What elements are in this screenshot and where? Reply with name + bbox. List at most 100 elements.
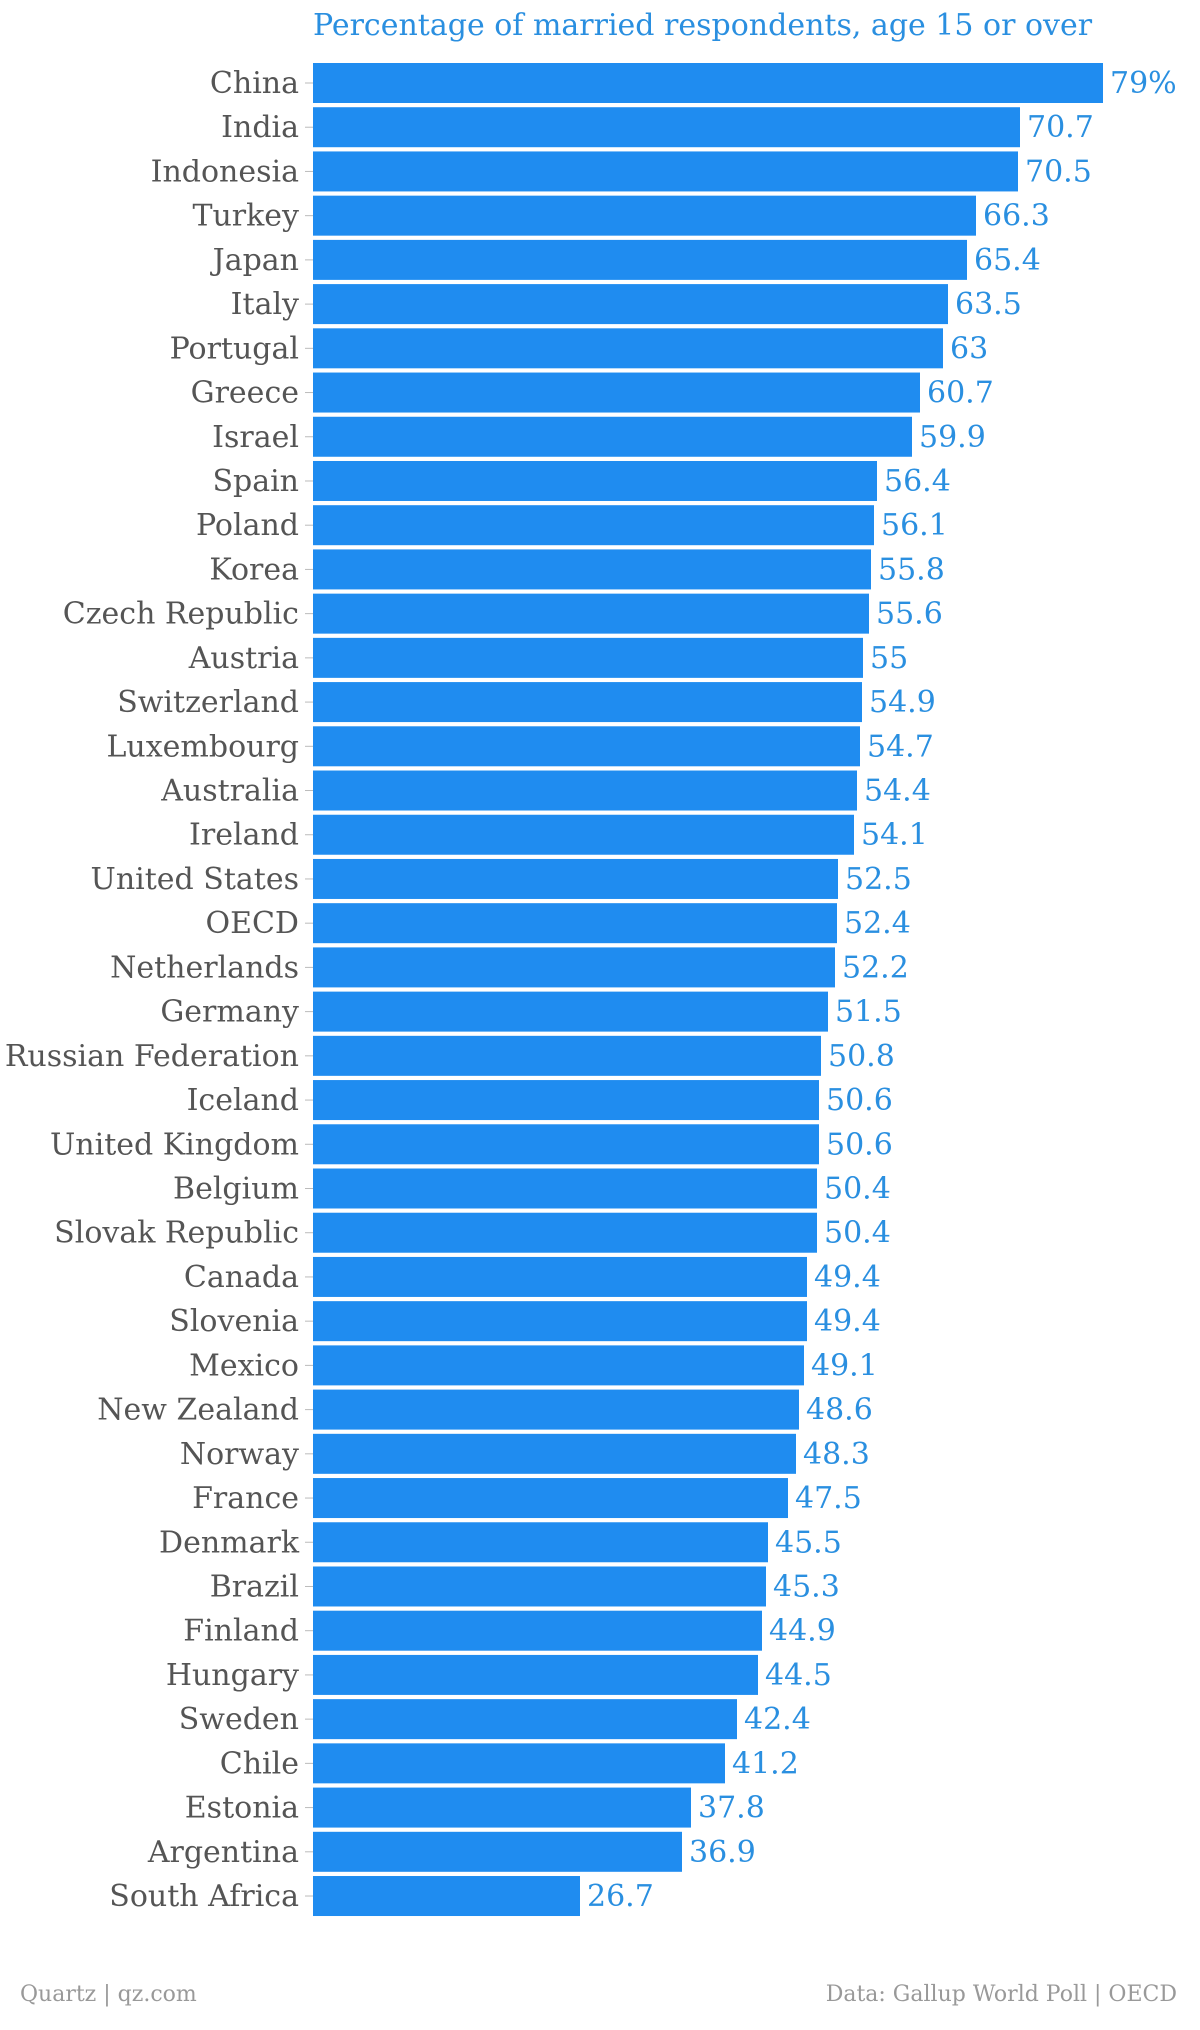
value-label: 54.4	[864, 774, 931, 809]
category-label: Estonia	[185, 1791, 299, 1826]
category-label: Spain	[212, 464, 299, 499]
value-label: 49.4	[814, 1260, 881, 1295]
bar	[313, 1610, 762, 1651]
category-label: Australia	[160, 774, 299, 809]
bar	[313, 1301, 807, 1342]
bar	[313, 372, 920, 413]
category-label: Norway	[180, 1437, 299, 1472]
category-label: OECD	[205, 906, 299, 941]
category-label: Luxembourg	[107, 729, 300, 764]
category-label: Netherlands	[110, 950, 299, 985]
value-label: 66.3	[983, 199, 1050, 234]
category-label: Italy	[231, 287, 299, 322]
bar	[313, 947, 835, 988]
value-label: 54.9	[869, 685, 936, 720]
category-label: Japan	[210, 243, 299, 278]
category-label: Germany	[160, 995, 299, 1030]
value-label: 55	[870, 641, 908, 676]
category-label: France	[192, 1481, 299, 1516]
value-label: 50.4	[824, 1172, 891, 1207]
bar	[313, 1876, 580, 1917]
bar	[313, 195, 976, 236]
value-label: 49.1	[811, 1348, 878, 1383]
bar	[313, 770, 857, 811]
value-label: 50.8	[828, 1039, 895, 1074]
category-label: Slovak Republic	[54, 1216, 299, 1251]
bar	[313, 637, 863, 678]
bar	[313, 1389, 799, 1430]
bar	[313, 682, 862, 723]
value-label: 50.6	[826, 1127, 893, 1162]
bar	[313, 1345, 804, 1386]
category-label: Mexico	[189, 1348, 299, 1383]
value-label: 50.6	[826, 1083, 893, 1118]
bar	[313, 284, 948, 325]
category-label: Hungary	[166, 1658, 299, 1693]
bar	[313, 991, 828, 1032]
category-label: Indonesia	[151, 154, 300, 189]
value-label: 37.8	[698, 1791, 765, 1826]
value-label: 42.4	[744, 1702, 811, 1737]
footer-source-right: Data: Gallup World Poll | OECD	[825, 1982, 1177, 2007]
value-label: 56.1	[881, 508, 948, 543]
bar	[313, 1168, 817, 1209]
value-label: 41.2	[732, 1746, 799, 1781]
bar	[313, 1566, 766, 1607]
bar	[313, 107, 1020, 148]
value-label: 52.5	[845, 862, 912, 897]
bar	[313, 1433, 796, 1474]
category-label: Denmark	[159, 1525, 300, 1560]
bar	[313, 328, 943, 369]
category-label: United States	[91, 862, 299, 897]
value-label: 52.4	[844, 906, 911, 941]
bar	[313, 1035, 821, 1076]
value-label: 79%	[1110, 66, 1177, 101]
bar	[313, 858, 838, 899]
category-label: Iceland	[187, 1083, 299, 1118]
bar	[313, 726, 860, 767]
category-label: Slovenia	[169, 1304, 299, 1339]
category-label: Switzerland	[117, 685, 299, 720]
bar	[313, 151, 1018, 192]
category-label: Russian Federation	[5, 1039, 299, 1074]
value-label: 49.4	[814, 1304, 881, 1339]
value-label: 56.4	[884, 464, 951, 499]
category-label: Turkey	[192, 199, 299, 234]
value-label: 60.7	[927, 376, 994, 411]
bar-chart: China 79% India 70.7 Indonesia 70.5 Turkey 66.3…	[5, 63, 1177, 1917]
category-label: Canada	[184, 1260, 299, 1295]
bar	[313, 549, 871, 590]
bar	[313, 593, 869, 634]
value-label: 36.9	[689, 1835, 756, 1870]
category-label: Korea	[209, 552, 299, 587]
category-label: Brazil	[210, 1569, 299, 1604]
bar	[313, 1212, 817, 1253]
value-label: 50.4	[824, 1216, 891, 1251]
category-label: Greece	[191, 376, 299, 411]
value-label: 52.2	[842, 950, 909, 985]
bar	[313, 1124, 819, 1165]
value-label: 63.5	[955, 287, 1022, 322]
value-label: 45.5	[775, 1525, 842, 1560]
bar	[313, 1831, 682, 1872]
value-label: 26.7	[587, 1879, 654, 1914]
value-label: 54.7	[867, 729, 934, 764]
category-label: Czech Republic	[63, 597, 299, 632]
category-label: South Africa	[109, 1879, 299, 1914]
value-label: 65.4	[974, 243, 1041, 278]
category-label: India	[221, 110, 299, 145]
bar	[313, 1522, 768, 1563]
bar	[313, 460, 877, 501]
value-label: 48.3	[803, 1437, 870, 1472]
value-label: 45.3	[773, 1569, 840, 1604]
value-label: 59.9	[919, 420, 986, 455]
value-label: 70.5	[1025, 154, 1092, 189]
category-label: Chile	[220, 1746, 299, 1781]
category-label: United Kingdom	[50, 1127, 299, 1162]
bar	[313, 1256, 807, 1297]
value-label: 54.1	[861, 818, 928, 853]
bar	[313, 1080, 819, 1121]
bar	[313, 1699, 737, 1740]
bar	[313, 1654, 758, 1695]
category-label: Austria	[188, 641, 299, 676]
